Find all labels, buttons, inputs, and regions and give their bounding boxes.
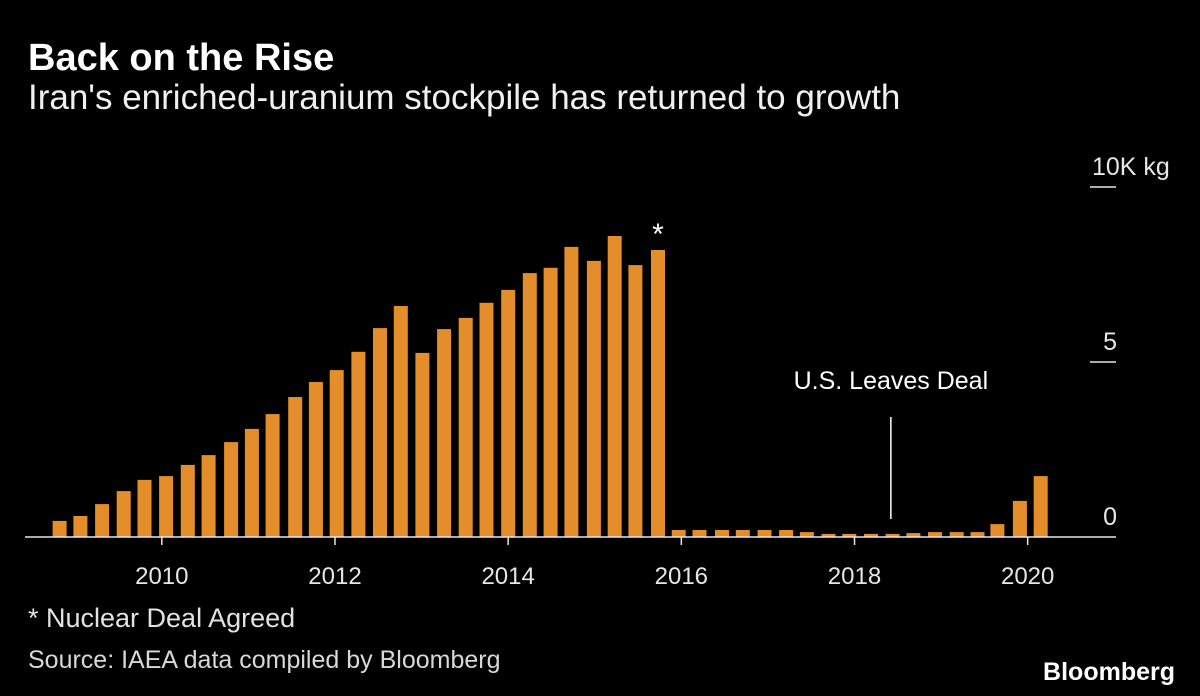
bar — [970, 532, 985, 537]
y-tick-label: 0 — [1103, 503, 1117, 531]
bar — [393, 306, 408, 537]
y-tick-label: 5 — [1103, 328, 1117, 356]
bar — [543, 267, 558, 537]
bar — [906, 533, 921, 537]
x-tick-label: 2010 — [135, 563, 188, 590]
bar — [628, 265, 643, 537]
bar — [180, 464, 195, 537]
bar — [651, 250, 665, 537]
bar — [501, 289, 516, 537]
bar — [885, 533, 900, 537]
bar — [73, 516, 88, 537]
chart-subtitle: Iran's enriched-uranium stockpile has re… — [28, 78, 901, 117]
bar — [779, 530, 794, 537]
bar — [821, 533, 836, 537]
bar — [265, 414, 280, 537]
bar — [437, 329, 452, 537]
bar — [564, 246, 579, 537]
bar — [52, 520, 67, 537]
deal-asterisk-marker: * — [652, 218, 664, 251]
bar — [351, 351, 366, 537]
bar — [159, 476, 174, 537]
bar — [842, 533, 857, 537]
bar — [735, 530, 750, 537]
x-tick-label: 2018 — [828, 563, 881, 590]
bar — [522, 273, 537, 537]
bar — [288, 397, 303, 537]
bar — [586, 260, 601, 537]
bar — [949, 532, 964, 537]
x-tick-label: 2014 — [481, 563, 534, 590]
bar — [224, 442, 239, 537]
chart-title: Back on the Rise — [28, 37, 335, 79]
y-tick-label: 10K kg — [1092, 153, 1170, 181]
bar — [864, 533, 878, 537]
bar — [799, 532, 814, 537]
x-tick-label: 2020 — [1001, 563, 1054, 590]
bar — [757, 530, 772, 537]
bar — [201, 455, 216, 537]
bar — [458, 317, 473, 537]
bar — [692, 530, 707, 537]
bar — [990, 524, 1005, 537]
bar — [415, 352, 430, 537]
x-tick-label: 2012 — [308, 563, 361, 590]
bar — [95, 504, 110, 537]
bar — [607, 236, 622, 537]
bar — [373, 328, 387, 537]
source-note: Source: IAEA data compiled by Bloomberg — [28, 646, 501, 674]
bar — [137, 479, 152, 537]
bar — [1012, 500, 1027, 537]
bar — [116, 491, 131, 537]
bar — [928, 532, 942, 537]
bar — [715, 530, 729, 537]
bar — [308, 382, 323, 537]
bar-chart: 0 5 10K kg 2010 2012 2014 2016 2018 2020 * U.S. Le… — [25, 153, 1170, 590]
bar — [244, 428, 259, 537]
bar — [1033, 476, 1048, 537]
x-tick-label: 2016 — [655, 563, 708, 590]
bar — [479, 302, 494, 537]
footnote: * Nuclear Deal Agreed — [28, 603, 296, 633]
bloomberg-logo: Bloomberg — [1043, 658, 1175, 686]
bar — [329, 370, 344, 537]
annotation-label: U.S. Leaves Deal — [794, 367, 989, 395]
bar — [671, 530, 686, 537]
